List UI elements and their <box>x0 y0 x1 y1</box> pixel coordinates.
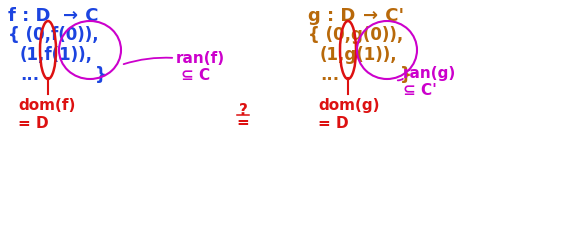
Text: = D: = D <box>318 116 349 130</box>
Text: (1,g(1)),: (1,g(1)), <box>320 46 398 64</box>
Text: C': C' <box>379 7 404 25</box>
Text: ...: ... <box>20 66 39 84</box>
Text: =: = <box>237 114 249 130</box>
Text: ran(f): ran(f) <box>176 51 225 66</box>
Text: →: → <box>363 7 378 25</box>
Text: { (0,f(0)),: { (0,f(0)), <box>8 26 99 44</box>
Text: ran(g): ran(g) <box>403 66 456 81</box>
Text: ⊆ C: ⊆ C <box>181 68 210 83</box>
Text: g : D: g : D <box>308 7 362 25</box>
Text: f : D: f : D <box>8 7 57 25</box>
Text: }: } <box>400 66 412 84</box>
Text: ⊆ C': ⊆ C' <box>403 83 437 98</box>
Text: dom(f): dom(f) <box>18 98 76 112</box>
Text: }: } <box>95 66 107 84</box>
Text: { (0,g(0)),: { (0,g(0)), <box>308 26 403 44</box>
Text: dom(g): dom(g) <box>318 98 380 112</box>
Text: ...: ... <box>320 66 339 84</box>
Text: →: → <box>63 7 78 25</box>
Text: = D: = D <box>18 116 48 130</box>
Text: ?: ? <box>238 102 248 118</box>
Text: C: C <box>79 7 99 25</box>
Text: (1,f(1)),: (1,f(1)), <box>20 46 93 64</box>
